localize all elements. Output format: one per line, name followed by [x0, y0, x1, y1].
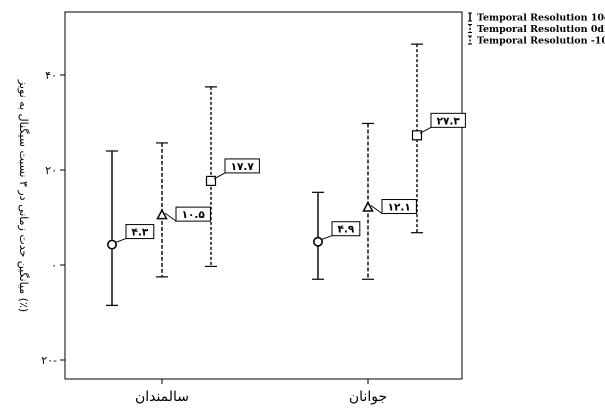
legend-entry-2: Temporal Resolution -10dB [477, 36, 605, 47]
series-1-cat-0-callout-line [164, 212, 177, 222]
data-labels: ۴.۳ ۴.۹ ۱۰.۵ ۱۲.۱ ۱۷.۷ ۲۷.۳ [114, 112, 466, 243]
series-2-cat-1-data-label: ۲۷.۳ [437, 115, 461, 127]
series-2-cat-0-marker [205, 175, 217, 187]
series-0-cat-1-callout-box [331, 221, 361, 237]
y-tick-label-0: ۲۰- [41, 354, 57, 367]
series-0-cat-1-data-label: ۴.۹ [337, 224, 354, 236]
series-2-cat-0-callout-line [213, 172, 226, 180]
y-axis: ۲۰- ۰ ۲۰ ۴۰ [41, 69, 65, 367]
y-tick-label-1: ۰ [51, 259, 57, 272]
y-axis-label: میانگین حدت زمانی در ۳ نسبت سیگنال به نو… [17, 79, 30, 312]
series-1-cat-0-data-label: ۱۰.۵ [182, 209, 206, 221]
series-1-cat-1-data-label: ۱۲.۱ [388, 202, 411, 214]
series-0-cat-0-marker [107, 239, 118, 250]
y-tick-label-3: ۴۰ [45, 69, 57, 82]
series-1-cat-0-callout-box [175, 206, 211, 222]
series-1-cat-0-marker [156, 208, 168, 220]
plot-area [64, 11, 463, 380]
series-0-cat-1-callout-line [320, 235, 333, 241]
y-tick-label-2: ۲۰ [45, 164, 57, 177]
series-2-cat-1-callout-line [419, 126, 432, 134]
series-0-cat-1-marker [312, 236, 323, 247]
category-label-1: جوانان [349, 389, 387, 405]
legend-entry-1: Temporal Resolution 0dB [477, 24, 605, 35]
series-2-cat-1-callout-box [430, 112, 466, 128]
series-0-cat-0-callout-line [114, 238, 127, 243]
category-label-0: سالمندان [135, 389, 189, 405]
series-0-cat-0-data-label: ۴.۳ [131, 227, 148, 239]
x-axis: سالمندان جوانان [135, 379, 387, 405]
series-2-cat-1-marker [411, 130, 423, 141]
series-1-cat-1-marker [362, 200, 374, 212]
series-group [106, 43, 423, 306]
legend-entry-0: Temporal Resolution 10dB [477, 13, 605, 24]
series-0-cat-0-callout-box [125, 224, 155, 240]
series-2-cat-0-callout-box [224, 158, 260, 174]
series-1-cat-1-callout-line [370, 205, 383, 214]
series-1-cat-1-callout-box [381, 199, 417, 215]
series-2-cat-0-data-label: ۱۷.۷ [231, 161, 255, 173]
